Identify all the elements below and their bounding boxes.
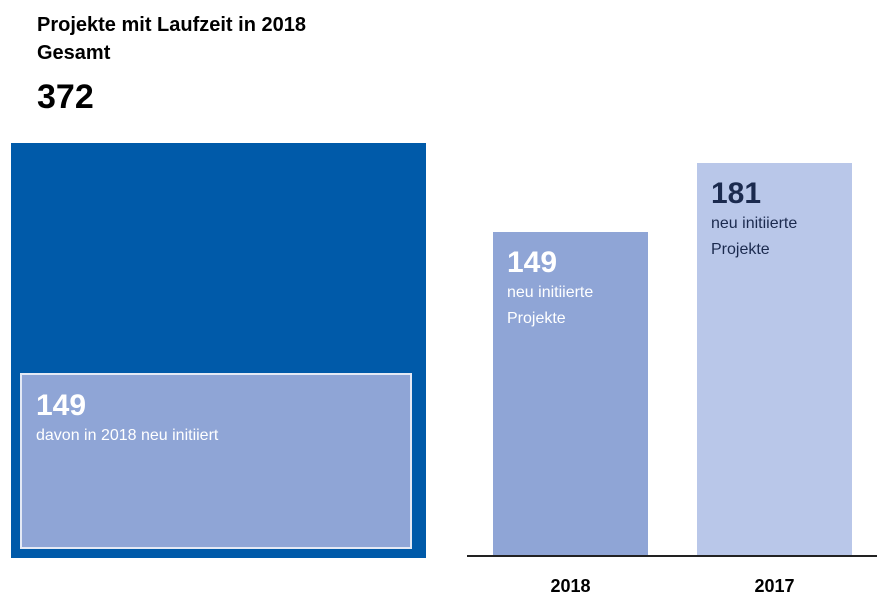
x-tick-label: 2018 — [550, 576, 591, 596]
bar-note: neu initiierte Projekte — [507, 284, 594, 328]
x-tick-label: 2017 — [754, 576, 795, 596]
bar: 149 neu initiierte Projekte — [493, 232, 648, 555]
subtitle: Gesamt — [37, 42, 111, 64]
part-rect: 149 davon in 2018 neu initiiert — [20, 373, 412, 549]
part-label: davon in 2018 neu initiiert — [36, 427, 219, 445]
bar: 181 neu initiierte Projekte — [697, 163, 852, 555]
bar-value: 181 — [711, 177, 762, 211]
total-square: 149 davon in 2018 neu initiiert — [11, 143, 426, 558]
title: Projekte mit Laufzeit in 2018 — [37, 14, 306, 36]
bar-value: 149 — [507, 246, 558, 280]
part-value: 149 — [36, 389, 87, 423]
baseline — [467, 555, 877, 557]
bar-note: neu initiierte Projekte — [711, 215, 798, 259]
total-value: 372 — [37, 78, 94, 116]
